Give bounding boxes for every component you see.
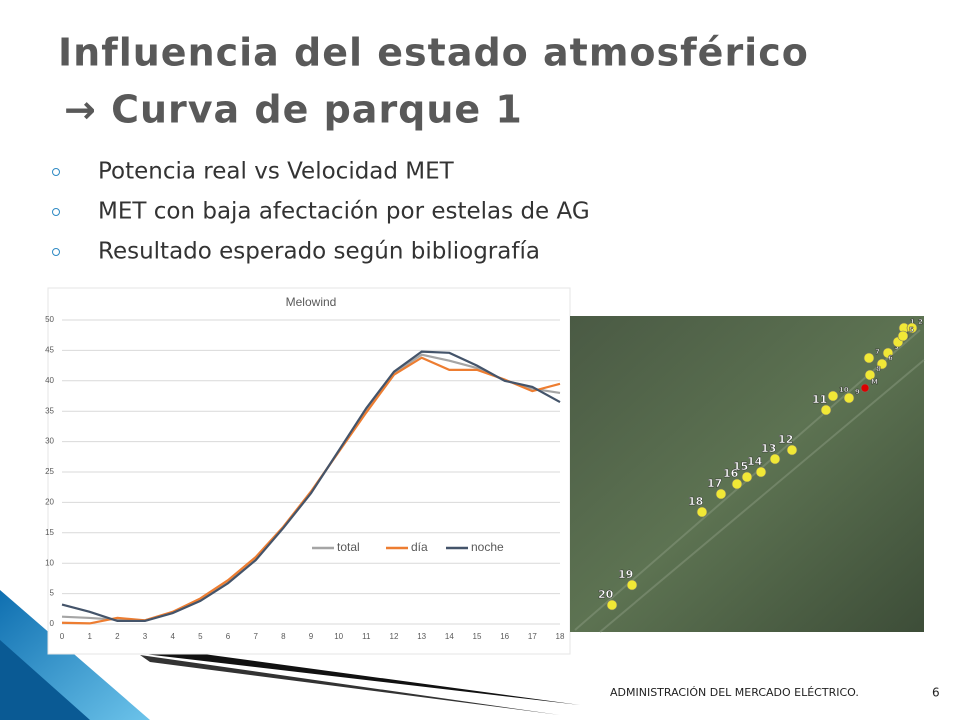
pin-label: 11 bbox=[812, 393, 827, 406]
bullet: Resultado esperado según bibliografía bbox=[98, 239, 540, 265]
y-tick-label: 10 bbox=[45, 558, 54, 567]
bullets: Potencia real vs Velocidad MET MET con b… bbox=[52, 159, 590, 265]
y-tick-label: 0 bbox=[50, 619, 55, 628]
map-pin bbox=[820, 404, 832, 416]
map-pin bbox=[864, 369, 876, 381]
map-pin bbox=[906, 322, 918, 334]
bullet-dot bbox=[52, 168, 60, 176]
pin-label: 8 bbox=[876, 365, 881, 373]
y-tick-label: 5 bbox=[50, 589, 55, 598]
pin-label: 5 bbox=[909, 326, 914, 334]
map-pin bbox=[606, 599, 618, 611]
pin-label: 6 bbox=[888, 354, 893, 362]
title: Influencia del estado atmosférico bbox=[58, 31, 809, 75]
map-pin bbox=[786, 444, 798, 456]
decor-line bbox=[140, 655, 560, 715]
x-tick-label: 12 bbox=[390, 632, 399, 641]
map-pin bbox=[876, 358, 888, 370]
map-pin bbox=[696, 506, 708, 518]
map-pin bbox=[626, 579, 638, 591]
pin-label: 17 bbox=[707, 477, 722, 490]
x-tick-label: 9 bbox=[309, 632, 314, 641]
map-pins: 12345678M91011121314151617181920 bbox=[598, 318, 923, 611]
x-tick-label: 13 bbox=[417, 632, 426, 641]
footer: ADMINISTRACIÓN DEL MERCADO ELÉCTRICO. bbox=[610, 686, 859, 699]
bullet: MET con baja afectación por estelas de A… bbox=[98, 199, 590, 225]
x-tick-label: 7 bbox=[253, 632, 258, 641]
map-pin bbox=[769, 453, 781, 465]
title: → Curva de parque 1 bbox=[64, 88, 523, 132]
x-tick-label: 5 bbox=[198, 632, 203, 641]
y-tick-label: 45 bbox=[45, 346, 54, 355]
pin-label: 18 bbox=[688, 495, 703, 508]
pin-label: 14 bbox=[747, 455, 763, 468]
legend-label: total bbox=[337, 540, 360, 554]
y-tick-label: 20 bbox=[45, 498, 54, 507]
series-line bbox=[61, 350, 561, 623]
bullet: Potencia real vs Velocidad MET bbox=[98, 159, 455, 185]
legend-label: día bbox=[411, 540, 428, 554]
pin-label: 12 bbox=[778, 433, 793, 446]
map-pin bbox=[860, 383, 870, 393]
x-tick-label: 17 bbox=[528, 632, 537, 641]
pin-label: 16 bbox=[723, 467, 739, 480]
decor-wedge bbox=[0, 640, 90, 720]
map-pin bbox=[755, 466, 767, 478]
bullet-dot bbox=[52, 248, 60, 256]
pin-label: 7 bbox=[875, 348, 880, 356]
map-pin bbox=[827, 390, 839, 402]
pin-label: 20 bbox=[598, 588, 614, 601]
x-tick-label: 2 bbox=[115, 632, 120, 641]
x-tick-label: 18 bbox=[556, 632, 565, 641]
x-tick-label: 8 bbox=[281, 632, 286, 641]
pin-label: 1 bbox=[910, 318, 915, 326]
decor-line bbox=[100, 640, 580, 705]
pin-label: M bbox=[871, 378, 878, 386]
map-pin bbox=[843, 392, 855, 404]
y-tick-label: 15 bbox=[45, 528, 54, 537]
x-tick-label: 10 bbox=[334, 632, 343, 641]
pin-label: 15 bbox=[733, 460, 748, 473]
legend-label: noche bbox=[471, 540, 504, 554]
x-tick-label: 4 bbox=[170, 632, 175, 641]
map-pin bbox=[897, 330, 909, 342]
pin-label: 9 bbox=[855, 388, 860, 396]
map-pin bbox=[741, 471, 753, 483]
x-tick-label: 14 bbox=[445, 632, 454, 641]
x-tick-label: 15 bbox=[473, 632, 482, 641]
page-number: 6 bbox=[932, 686, 940, 700]
pin-label: 2 bbox=[918, 318, 923, 326]
x-tick-label: 0 bbox=[60, 632, 65, 641]
pin-label: 10 bbox=[839, 386, 849, 394]
chart-title: Melowind bbox=[286, 295, 337, 309]
x-tick-label: 3 bbox=[143, 632, 148, 641]
y-tick-label: 35 bbox=[45, 406, 54, 415]
map-pin bbox=[863, 352, 875, 364]
y-tick-label: 25 bbox=[45, 467, 54, 476]
y-tick-label: 40 bbox=[45, 376, 54, 385]
pin-label: 13 bbox=[761, 442, 776, 455]
x-tick-label: 16 bbox=[500, 632, 509, 641]
x-tick-label: 1 bbox=[87, 632, 92, 641]
chart-area bbox=[47, 287, 571, 655]
bullet-dot bbox=[52, 208, 60, 216]
map-pin bbox=[731, 478, 743, 490]
y-tick-label: 50 bbox=[45, 315, 54, 324]
x-tick-label: 11 bbox=[362, 632, 371, 641]
y-tick-label: 30 bbox=[45, 437, 54, 446]
map-pin bbox=[882, 347, 894, 359]
x-tick-label: 6 bbox=[226, 632, 231, 641]
map-pin bbox=[715, 488, 727, 500]
pin-label: 19 bbox=[618, 568, 633, 581]
